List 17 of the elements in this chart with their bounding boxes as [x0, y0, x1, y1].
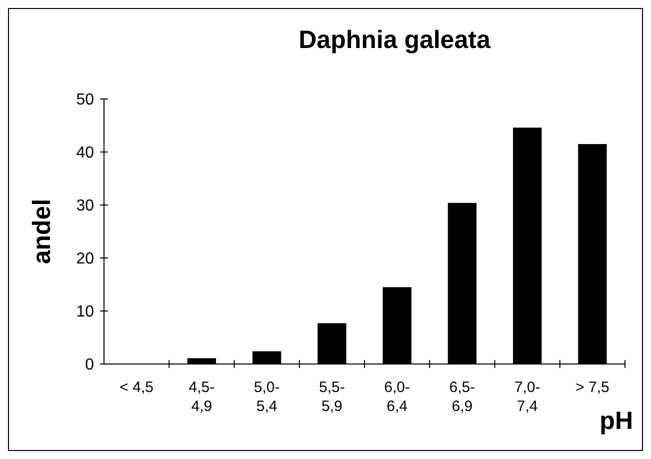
y-tick-label: 20	[76, 250, 94, 268]
y-tick-label: 50	[76, 92, 94, 109]
x-tick-label: 5,5-5,9	[319, 379, 345, 415]
x-axis-title: pH	[600, 407, 633, 435]
x-tick-label: 4,5-4,9	[188, 379, 215, 415]
x-tick-label: 7,0-7,4	[514, 379, 540, 415]
chart-title: Daphnia galeata	[298, 26, 492, 54]
y-axis-title: andel	[28, 198, 56, 264]
y-tick-label: 10	[76, 304, 94, 321]
y-tick-label: 30	[76, 198, 94, 215]
y-tick-label: 0	[85, 356, 94, 374]
x-tick-label: 6,0-6,4	[384, 379, 410, 415]
x-tick-label: 6,5-6,9	[449, 379, 476, 415]
x-tick-label: > 7,5	[576, 379, 610, 396]
y-tick-label: 40	[76, 144, 94, 162]
x-tick-label: 5,0-5,4	[254, 379, 280, 415]
x-tick-label: < 4,5	[120, 379, 154, 396]
